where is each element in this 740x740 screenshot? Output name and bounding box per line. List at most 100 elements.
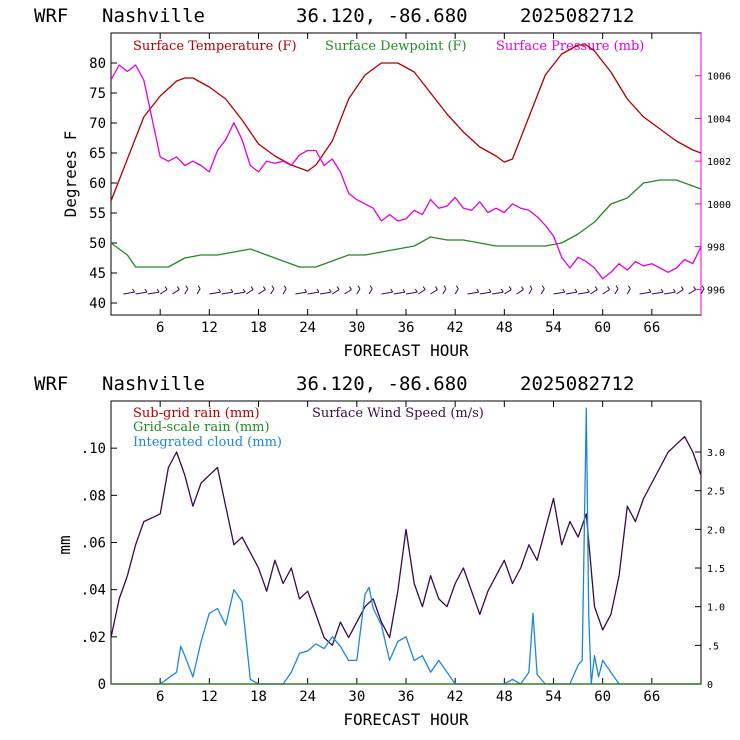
wind-barb-flag: [500, 288, 504, 293]
wind-barb-flag: [316, 288, 320, 293]
wind-barb: [319, 291, 332, 295]
wind-barb: [676, 289, 684, 295]
series-line-surface-wind-speed-m-s: [110, 435, 702, 646]
legend-wind-speed: Surface Wind Speed (m/s): [312, 406, 484, 421]
wind-barb-flag: [242, 288, 246, 293]
x-tick-label: 12: [201, 320, 218, 336]
x-tick-label: 66: [643, 689, 660, 705]
y-tick-label: 50: [89, 236, 106, 252]
wind-barb: [258, 289, 266, 295]
legend-dewpoint: Surface Dewpoint (F): [325, 39, 467, 54]
y-tick-label: 55: [89, 206, 106, 222]
wind-barb-flag: [176, 286, 180, 290]
y2-tick-label: 1006: [707, 72, 731, 83]
wind-barb-flag: [693, 286, 697, 290]
legend-integrated-cloud: Integrated cloud (mm): [133, 435, 282, 450]
y2-tick-label: .5: [707, 641, 719, 652]
wind-barb-flag: [164, 286, 168, 290]
x-tick-label: 42: [447, 689, 464, 705]
wind-barb-flag: [607, 286, 610, 290]
wind-barb: [491, 291, 504, 295]
wind-barb-flag: [250, 286, 254, 290]
wind-barb-flag: [304, 288, 308, 293]
top-location-label: Nashville: [102, 5, 205, 27]
y-tick-label: 0: [98, 677, 106, 693]
y-tick-label: 40: [89, 296, 106, 312]
wind-barb-flag: [521, 286, 524, 290]
wind-barb: [700, 288, 705, 295]
wind-barb-flag: [574, 288, 578, 293]
top-coords-label: 36.120, -86.680: [296, 5, 468, 27]
wind-barb-flag: [336, 286, 340, 290]
wind-barb: [504, 289, 512, 295]
y-tick-label: 70: [89, 116, 106, 132]
x-tick-label: 54: [545, 689, 562, 705]
wind-barb: [442, 288, 447, 295]
y-tick-label: 60: [89, 176, 106, 192]
wind-barb: [159, 289, 168, 295]
bottom-location-label: Nashville: [102, 373, 205, 395]
wind-barb: [602, 289, 610, 295]
wind-barb: [209, 291, 221, 295]
wind-barb: [233, 291, 246, 295]
rain-panel-ylabel: mm: [55, 535, 74, 554]
wind-barb-flag: [262, 286, 266, 290]
wind-barb: [639, 291, 651, 295]
wind-barb-flag: [230, 288, 234, 293]
legend-temperature: Surface Temperature (F): [133, 39, 297, 54]
series-line-surface-temperature-f: [110, 44, 702, 202]
legend-subgrid-rain: Sub-grid rain (mm): [133, 406, 260, 421]
wind-barb-flag: [586, 288, 590, 293]
wind-barb: [196, 288, 201, 295]
series-line-integrated-cloud-mm: [111, 407, 701, 685]
wind-barb: [578, 291, 590, 295]
temperature-panel-xlabel: FORECAST HOUR: [343, 341, 469, 360]
wind-barb: [307, 291, 320, 295]
x-tick-label: 6: [156, 320, 164, 336]
wind-barb-flag: [680, 286, 684, 290]
legend-gridscale-rain: Grid-scale rain (mm): [133, 420, 270, 435]
rain-panel-series: [110, 407, 702, 685]
wind-barb-flag: [529, 285, 533, 290]
y2-tick-label: 1.5: [707, 564, 725, 575]
wind-barb: [553, 291, 565, 295]
wind-barb-flag: [369, 285, 373, 290]
wind-barb-flag: [443, 285, 447, 290]
wind-barb-flag: [615, 285, 619, 290]
temperature-panel-ylabel: Degrees F: [61, 131, 80, 218]
wind-barb: [405, 291, 418, 295]
legend-pressure: Surface Pressure (mb): [496, 39, 644, 54]
wind-barb: [651, 291, 664, 295]
wind-barb-flag: [283, 285, 287, 290]
y2-tick-label: 2.0: [707, 525, 725, 536]
wind-barb-flag: [701, 285, 705, 290]
x-tick-label: 48: [496, 689, 513, 705]
x-tick-label: 48: [496, 320, 513, 336]
x-tick-label: 24: [299, 689, 316, 705]
x-tick-label: 30: [348, 689, 365, 705]
x-tick-label: 36: [398, 320, 415, 336]
x-tick-label: 30: [348, 320, 365, 336]
y-tick-label: 65: [89, 146, 106, 162]
wind-barb: [454, 288, 459, 295]
y-tick-label: 45: [89, 266, 106, 282]
wind-barb: [270, 288, 275, 295]
y2-tick-label: 1000: [707, 200, 731, 211]
wind-barb: [295, 291, 307, 295]
wind-barb-flag: [414, 288, 418, 293]
x-tick-label: 36: [398, 689, 415, 705]
wind-barb-flag: [328, 288, 332, 293]
wind-barb: [467, 291, 479, 295]
y-tick-label: .08: [81, 488, 106, 504]
wind-barb: [282, 288, 287, 295]
wind-barb-flag: [357, 285, 361, 290]
wind-barb-flag: [422, 286, 426, 290]
wind-barb: [540, 288, 545, 295]
wind-barb: [565, 291, 578, 295]
wind-barb-flag: [488, 288, 492, 293]
x-tick-label: 6: [156, 689, 164, 705]
wind-barb-flag: [508, 286, 512, 290]
y2-tick-label: 1004: [707, 114, 731, 125]
wind-barb: [626, 288, 631, 295]
